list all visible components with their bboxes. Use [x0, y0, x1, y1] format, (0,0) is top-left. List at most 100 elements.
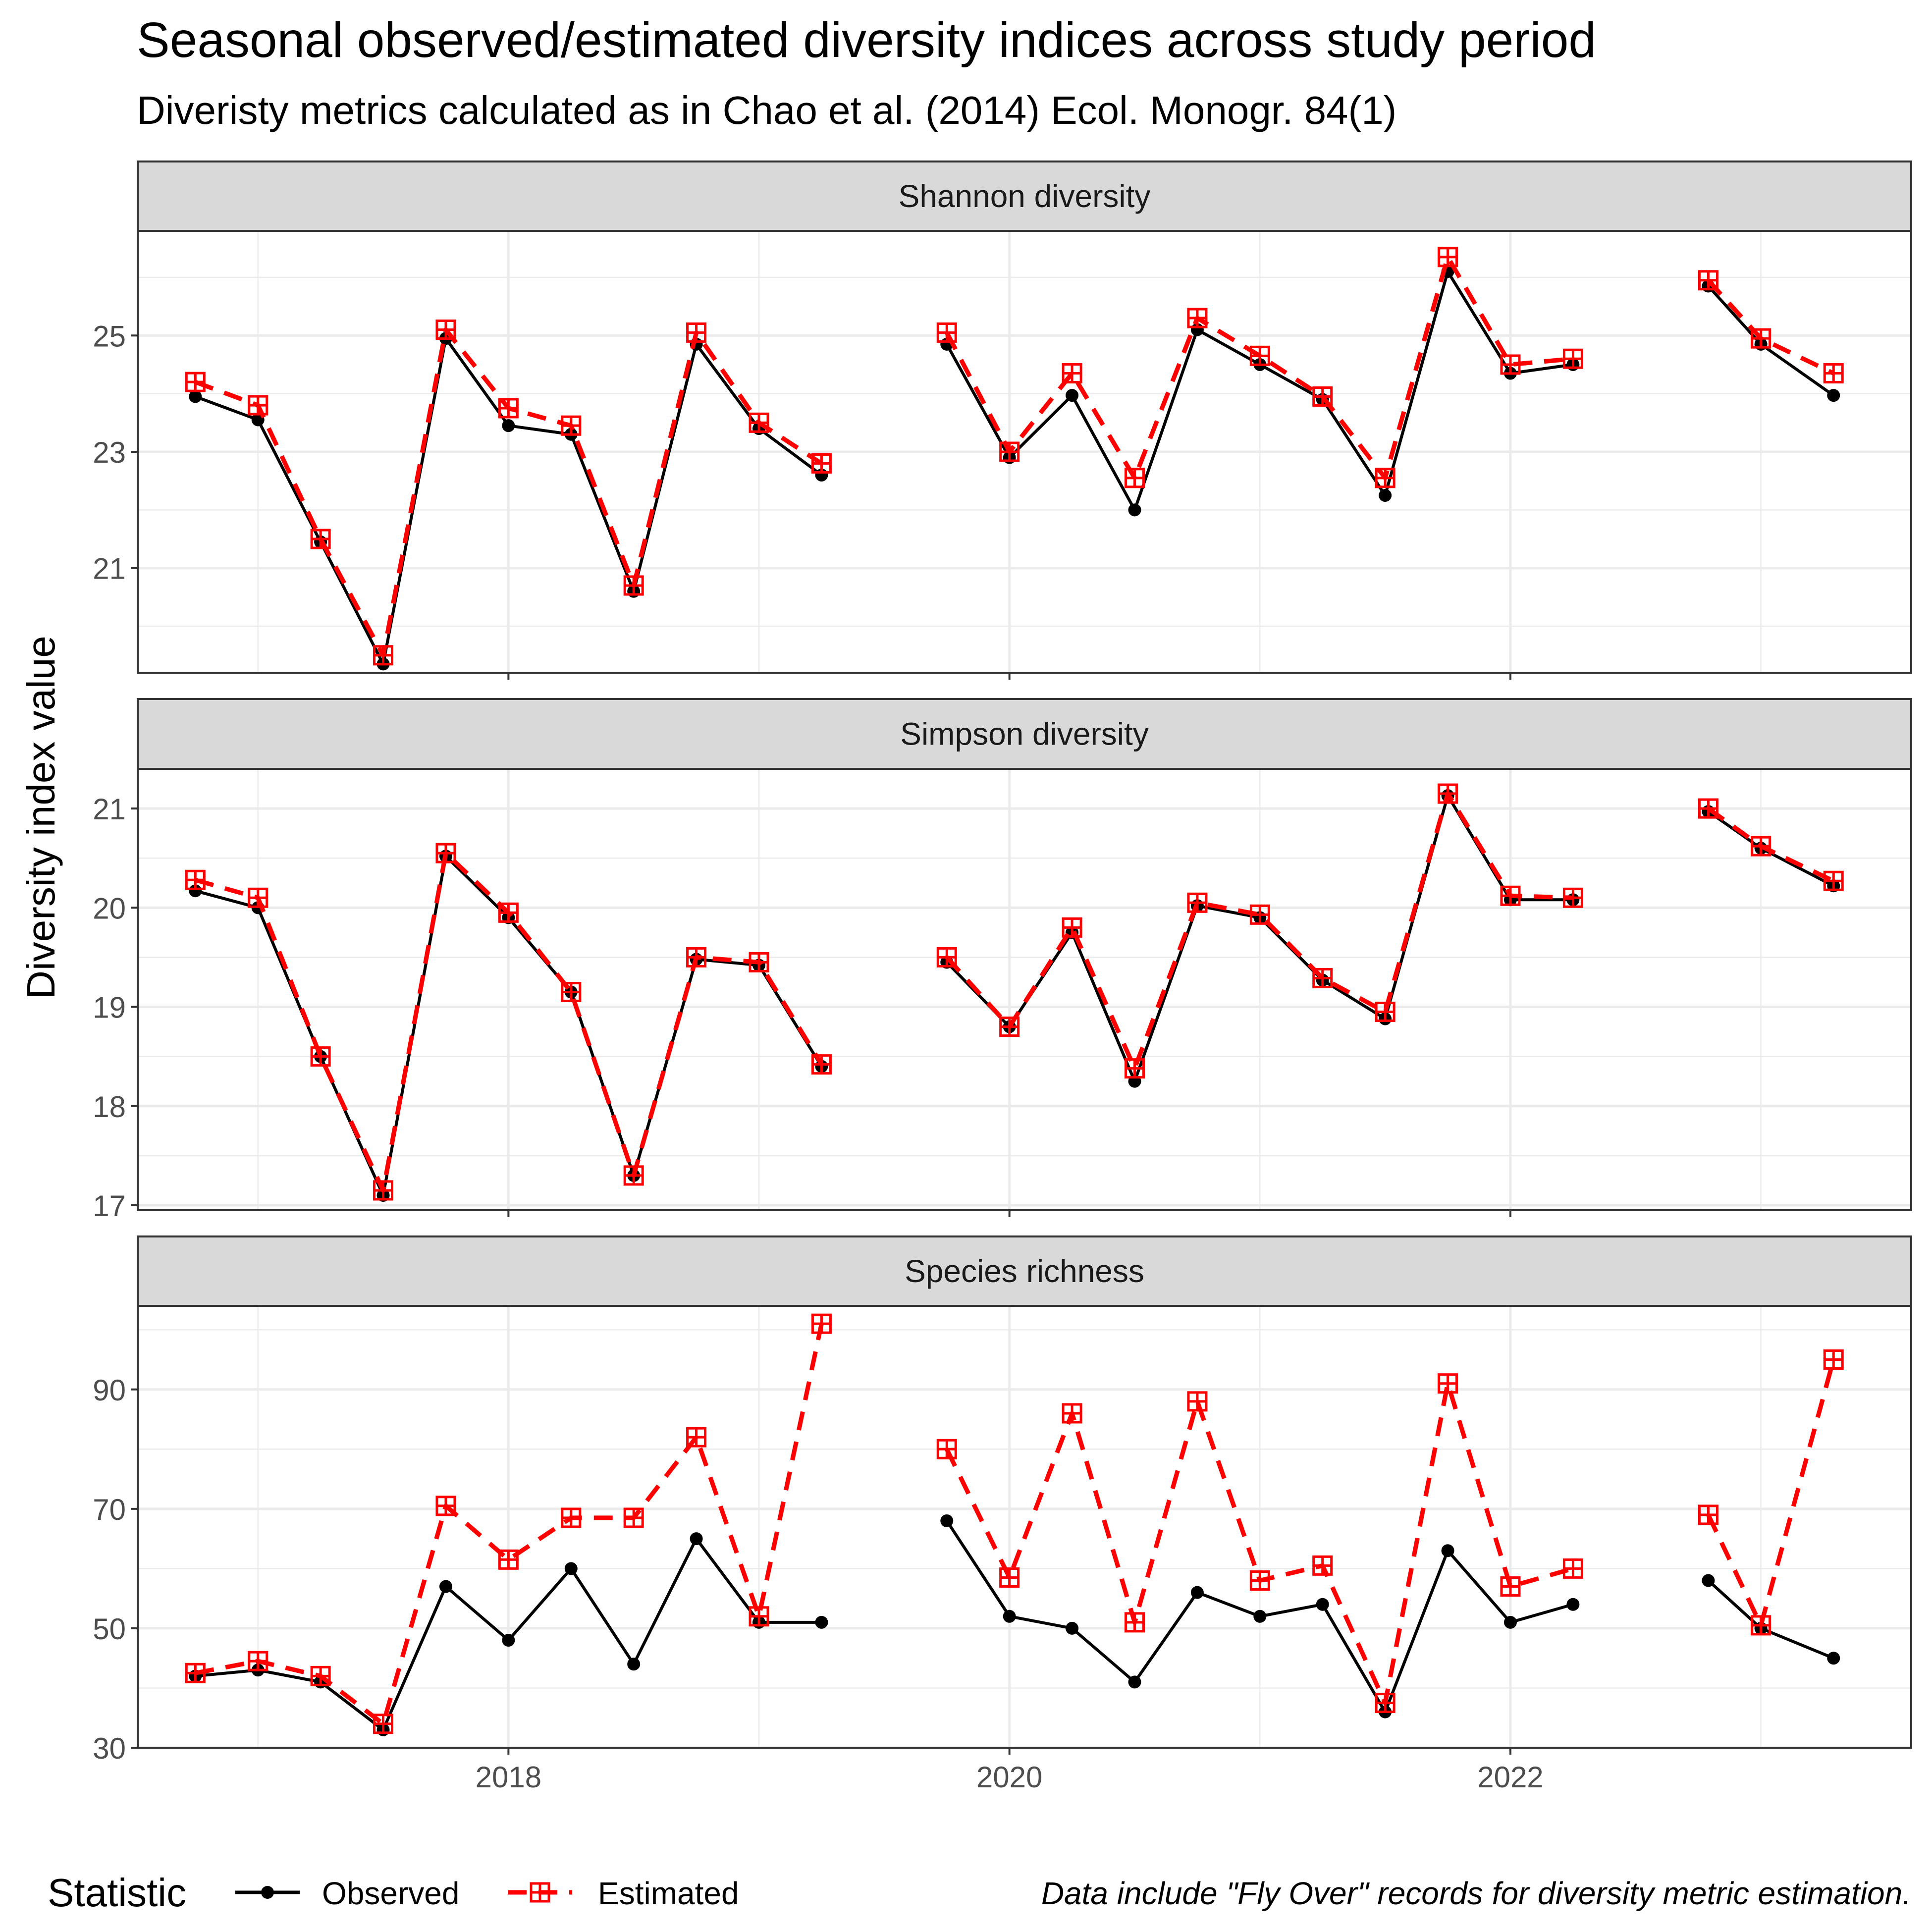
data-point-estimated [435, 320, 456, 340]
data-point-estimated [623, 575, 644, 596]
legend-observed-marker [261, 1886, 274, 1899]
y-tick-label: 20 [93, 892, 126, 925]
y-tick-label: 21 [93, 793, 126, 826]
x-tick-label: 2020 [976, 1761, 1042, 1794]
data-point-estimated [623, 1165, 644, 1186]
data-point-estimated [936, 1439, 957, 1459]
data-point-estimated [248, 395, 268, 416]
x-tick-label: 2022 [1477, 1761, 1543, 1794]
x-tick-label: 2018 [476, 1761, 541, 1794]
y-tick-label: 23 [93, 436, 126, 469]
data-point-observed [1827, 1652, 1840, 1665]
data-point-estimated [1124, 1058, 1145, 1079]
y-tick-label: 21 [93, 552, 126, 586]
data-point-estimated [999, 441, 1020, 462]
data-point-estimated [185, 372, 206, 392]
y-tick-label: 18 [93, 1090, 126, 1124]
facet-strip-label: Species richness [905, 1253, 1144, 1289]
data-point-estimated [936, 947, 957, 967]
data-point-estimated [623, 1507, 644, 1528]
data-point-observed [1190, 1586, 1204, 1599]
data-point-estimated [1312, 967, 1333, 988]
data-point-estimated [999, 1017, 1020, 1037]
y-tick-label: 50 [93, 1612, 126, 1646]
data-point-estimated [1438, 1373, 1458, 1394]
series-estimated [185, 783, 1844, 1201]
data-point-estimated [498, 1549, 519, 1570]
data-point-observed [1253, 1610, 1267, 1623]
facet-strip [137, 161, 1912, 232]
data-point-estimated [435, 1496, 456, 1516]
data-point-estimated [1500, 354, 1521, 375]
data-point-estimated [1124, 1612, 1145, 1633]
facet-panels: Shannon diversity 21 23 25 Simpson diversity… [93, 161, 1912, 1794]
data-point-estimated [1187, 1391, 1208, 1412]
facet-strip-label: Simpson diversity [900, 716, 1149, 752]
panel-species-richness: Species richness 30 50 70 90 2018 2020 2022 [93, 1235, 1912, 1794]
data-point-observed [1128, 1675, 1141, 1689]
y-tick-label: 90 [93, 1374, 126, 1407]
data-point-estimated [1438, 783, 1458, 804]
legend-observed-label: Observed [322, 1876, 459, 1911]
data-point-estimated [686, 947, 707, 967]
legend: Statistic Observed Estimated [48, 1871, 739, 1915]
data-point-observed [1066, 1621, 1079, 1635]
data-point-estimated [310, 529, 331, 549]
series-line-estimated [195, 1323, 824, 1726]
chart-caption: Data include "Fly Over" records for dive… [1041, 1876, 1911, 1911]
data-point-observed [564, 1562, 578, 1575]
data-point-observed [502, 419, 515, 432]
data-point-estimated [1823, 1349, 1844, 1370]
data-point-observed [1128, 503, 1141, 517]
legend-title: Statistic [48, 1871, 186, 1915]
data-point-observed [439, 1580, 452, 1593]
panel-border [137, 230, 1912, 674]
data-point-estimated [1562, 887, 1583, 908]
data-point-estimated [248, 1651, 268, 1671]
data-point-estimated [561, 1507, 582, 1528]
data-point-estimated [1751, 1615, 1771, 1636]
panel-border [137, 768, 1912, 1211]
data-point-estimated [999, 1567, 1020, 1588]
data-point-observed [1827, 389, 1840, 402]
data-point-estimated [1562, 348, 1583, 369]
series-estimated [185, 1313, 1844, 1734]
data-point-observed [815, 1615, 828, 1629]
data-point-estimated [1124, 468, 1145, 488]
y-tick-label: 70 [93, 1493, 126, 1526]
facet-strip [137, 1235, 1912, 1307]
data-point-estimated [1438, 247, 1458, 268]
data-point-estimated [498, 902, 519, 923]
legend-estimated-label: Estimated [598, 1876, 739, 1911]
data-point-estimated [1187, 892, 1208, 913]
data-point-observed [502, 1634, 515, 1647]
facet-strip-label: Shannon diversity [899, 178, 1151, 214]
data-point-estimated [1375, 1693, 1395, 1714]
legend-item-observed: Observed [235, 1876, 459, 1911]
data-point-estimated [1375, 1002, 1395, 1022]
facet-strip [137, 698, 1912, 770]
data-point-estimated [185, 869, 206, 890]
data-point-observed [189, 390, 202, 403]
data-point-estimated [248, 887, 268, 908]
data-point-estimated [561, 415, 582, 436]
data-point-estimated [1062, 363, 1082, 384]
data-point-estimated [1562, 1558, 1583, 1579]
data-point-estimated [373, 645, 394, 666]
data-point-estimated [1823, 870, 1844, 891]
data-point-observed [1503, 1615, 1517, 1629]
data-point-estimated [1249, 1570, 1270, 1591]
data-point-estimated [373, 1180, 394, 1201]
y-tick-label: 25 [93, 320, 126, 353]
y-axis-label: Diversity index value [19, 636, 63, 999]
data-point-observed [627, 1658, 641, 1671]
data-point-estimated [1751, 836, 1771, 857]
data-point-estimated [498, 398, 519, 419]
y-tick-label: 30 [93, 1732, 126, 1765]
data-point-estimated [185, 1663, 206, 1683]
data-point-estimated [749, 412, 769, 433]
data-point-observed [1066, 389, 1079, 402]
data-point-estimated [561, 982, 582, 1003]
data-point-estimated [373, 1714, 394, 1734]
data-point-estimated [686, 1427, 707, 1448]
